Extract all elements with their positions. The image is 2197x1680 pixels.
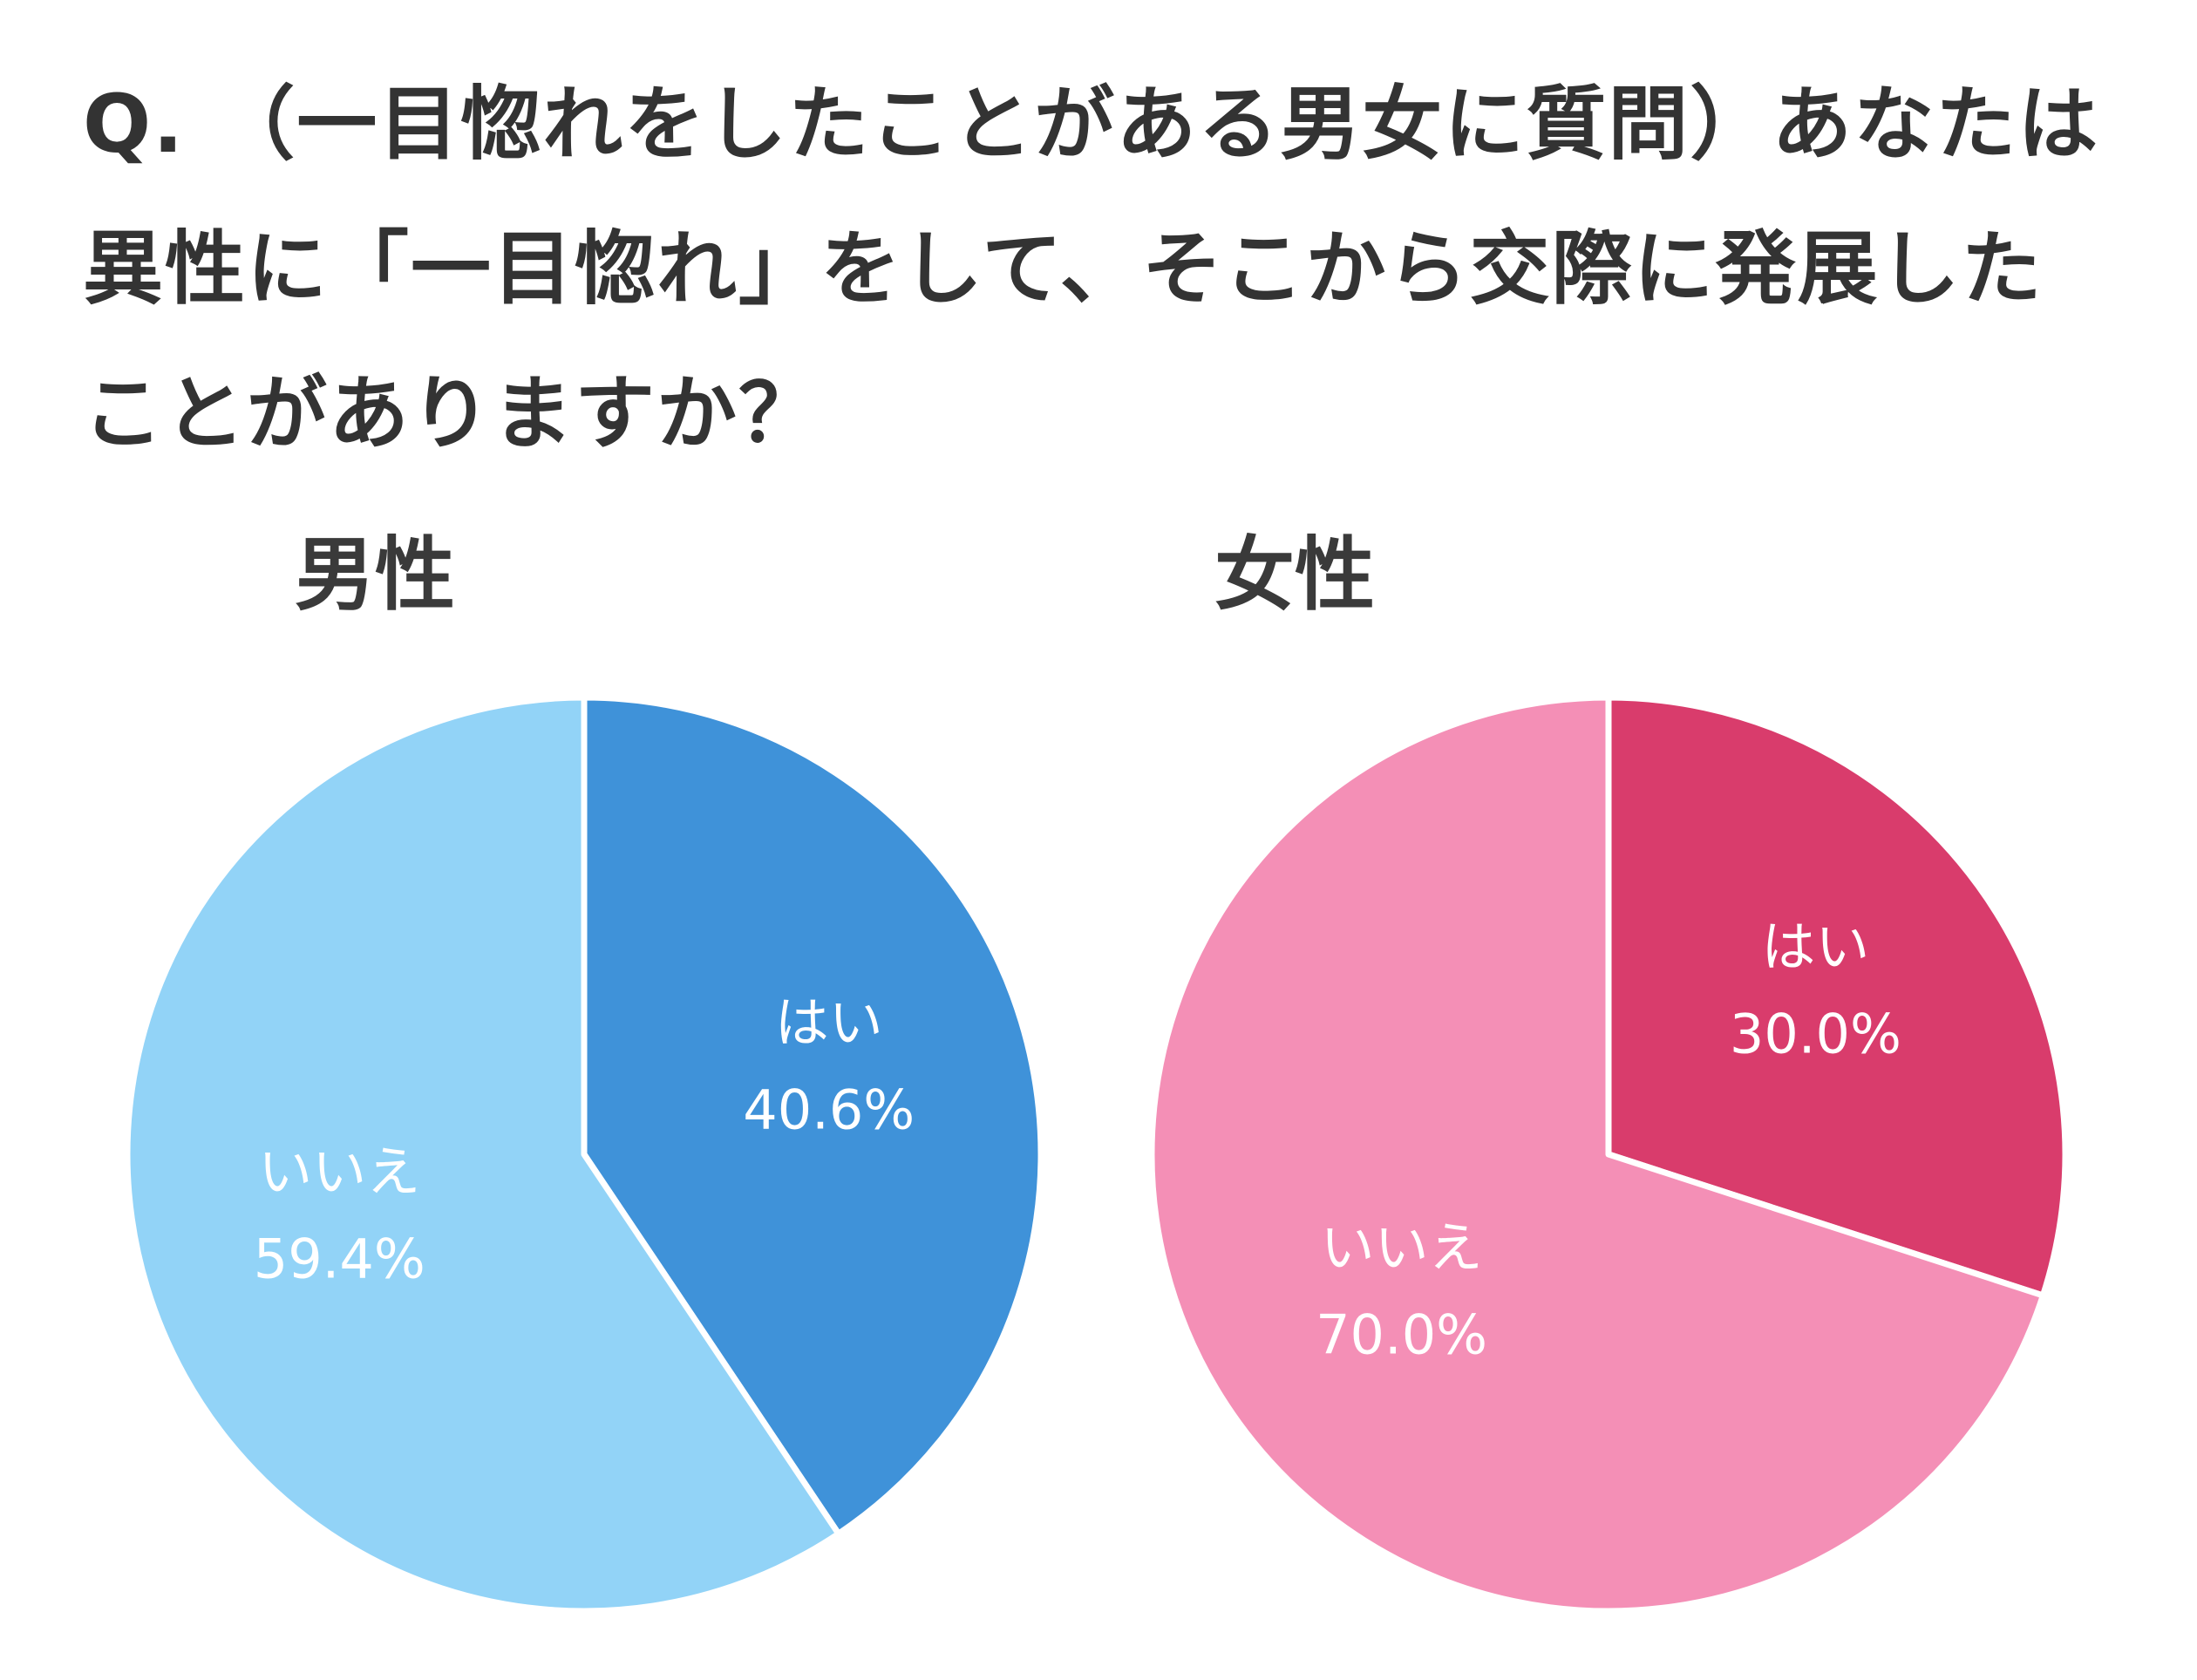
female-pie-svg: はい 30.0% いいえ 70.0%: [1148, 694, 2069, 1615]
female-slice-yes: [1605, 694, 2069, 1299]
female-pie-chart: 女性 はい 30.0% いいえ 70.0%: [1085, 523, 2132, 1656]
male-slice-no-label: いいえ: [258, 1139, 420, 1203]
male-pie-svg: はい 40.6% いいえ 59.4%: [124, 694, 1044, 1615]
male-slice-no-value: 59.4%: [254, 1227, 425, 1290]
female-slice-no: [1148, 694, 2046, 1615]
female-slice-yes-label: はい: [1761, 915, 1869, 979]
female-chart-title: 女性: [1214, 528, 1375, 622]
female-slice-yes-value: 30.0%: [1730, 1003, 1901, 1066]
female-slice-no-label: いいえ: [1321, 1215, 1483, 1279]
male-slice-yes-label: はい: [775, 991, 883, 1055]
male-slice-no: [124, 694, 842, 1615]
female-slice-no-value: 70.0%: [1316, 1303, 1487, 1366]
male-slice-yes-value: 40.6%: [743, 1078, 915, 1142]
question-text: Q. （一目惚れをしたことがある男女に質問）あなたは異性に「一目惚れ」をして、そ…: [83, 78, 2100, 460]
male-slice-yes: [581, 694, 1044, 1537]
male-chart-title: 男性: [294, 528, 455, 622]
male-pie-chart: 男性 はい 40.6% いいえ 59.4%: [61, 523, 1107, 1656]
